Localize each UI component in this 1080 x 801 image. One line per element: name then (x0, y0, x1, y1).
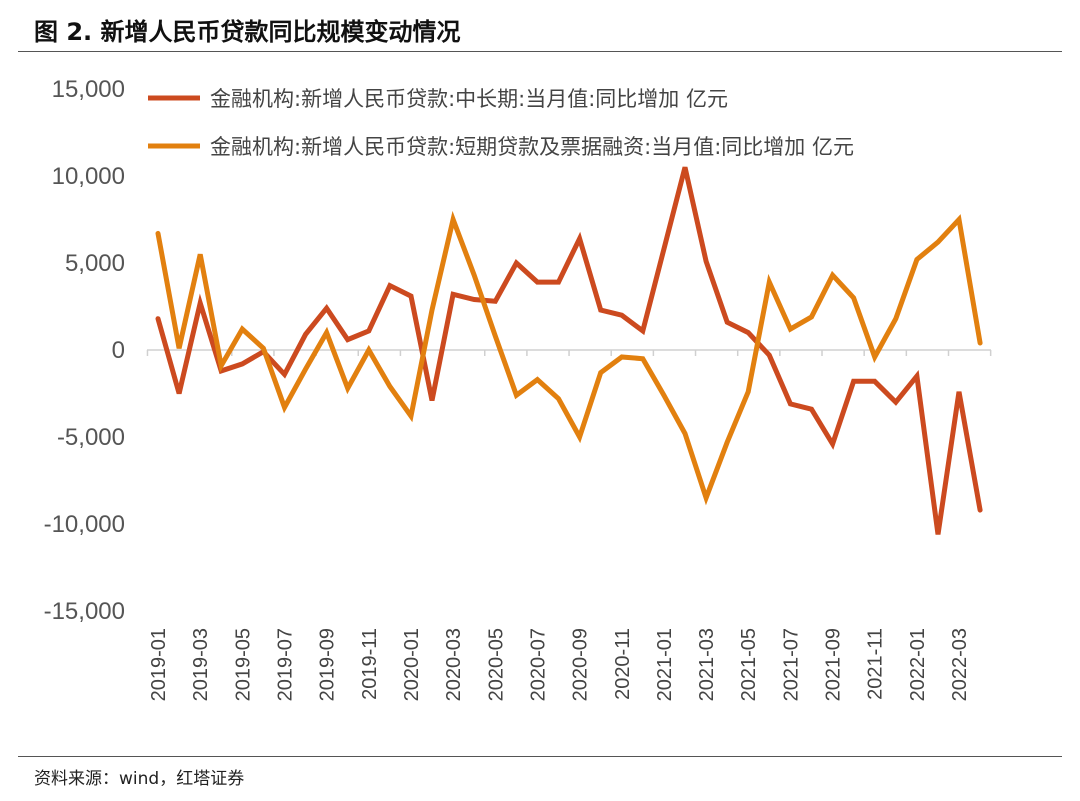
x-tick-label: 2020-11 (612, 628, 634, 700)
x-axis: 2019-01 2019-03 2019-05 2019-07 2019-09 2019-… (146, 349, 992, 701)
y-tick-label: 0 (112, 337, 125, 364)
x-tick-label: 2019-05 (232, 628, 254, 701)
legend-label: 金融机构:新增人民币贷款:短期贷款及票据融资:当月值:同比增加 亿元 (210, 135, 854, 159)
x-tick-label: 2019-07 (274, 628, 296, 701)
x-tick-label: 2021-01 (654, 628, 676, 701)
x-tick-label: 2022-03 (949, 628, 971, 701)
y-tick-label: -5,000 (57, 424, 125, 451)
figure-title: 图 2. 新增人民币贷款同比规模变动情况 (34, 18, 461, 46)
y-tick-label: -10,000 (44, 511, 125, 538)
source-note: 资料来源：wind，红塔证券 (34, 769, 245, 789)
y-axis: 15,000 10,000 5,000 0 -5,000 -10,000 -15,000 (44, 76, 125, 625)
series-line-1 (155, 166, 983, 535)
x-tick-label: 2019-01 (148, 628, 170, 701)
x-tick-label: 2021-11 (865, 628, 887, 700)
y-tick-label: 5,000 (65, 250, 125, 277)
legend-label: 金融机构:新增人民币贷款:中长期:当月值:同比增加 亿元 (210, 87, 728, 111)
x-tick-label: 2019-03 (190, 628, 212, 701)
series-lines (155, 166, 983, 535)
x-tick-label: 2019-11 (359, 628, 381, 700)
x-tick-label: 2021-03 (696, 628, 718, 701)
x-tick-label: 2020-09 (570, 628, 592, 701)
x-tick-label: 2021-09 (823, 628, 845, 701)
top-divider (18, 51, 1062, 52)
x-tick-label: 2020-03 (443, 628, 465, 701)
y-tick-label: 15,000 (52, 76, 125, 103)
x-tick-label: 2019-09 (317, 628, 339, 701)
x-tick-label: 2020-07 (527, 628, 549, 701)
y-tick-label: -15,000 (44, 598, 125, 625)
y-tick-label: 10,000 (52, 163, 125, 190)
bottom-divider (18, 756, 1062, 757)
x-tick-label: 2021-07 (780, 628, 802, 701)
x-tick-label: 2020-05 (485, 628, 507, 701)
x-tick-label: 2022-01 (907, 628, 929, 701)
x-tick-label: 2020-01 (401, 628, 423, 701)
x-tick-label: 2021-05 (738, 628, 760, 701)
legend: 金融机构:新增人民币贷款:中长期:当月值:同比增加 亿元金融机构:新增人民币贷款… (148, 87, 854, 159)
series-line-2 (155, 210, 983, 506)
